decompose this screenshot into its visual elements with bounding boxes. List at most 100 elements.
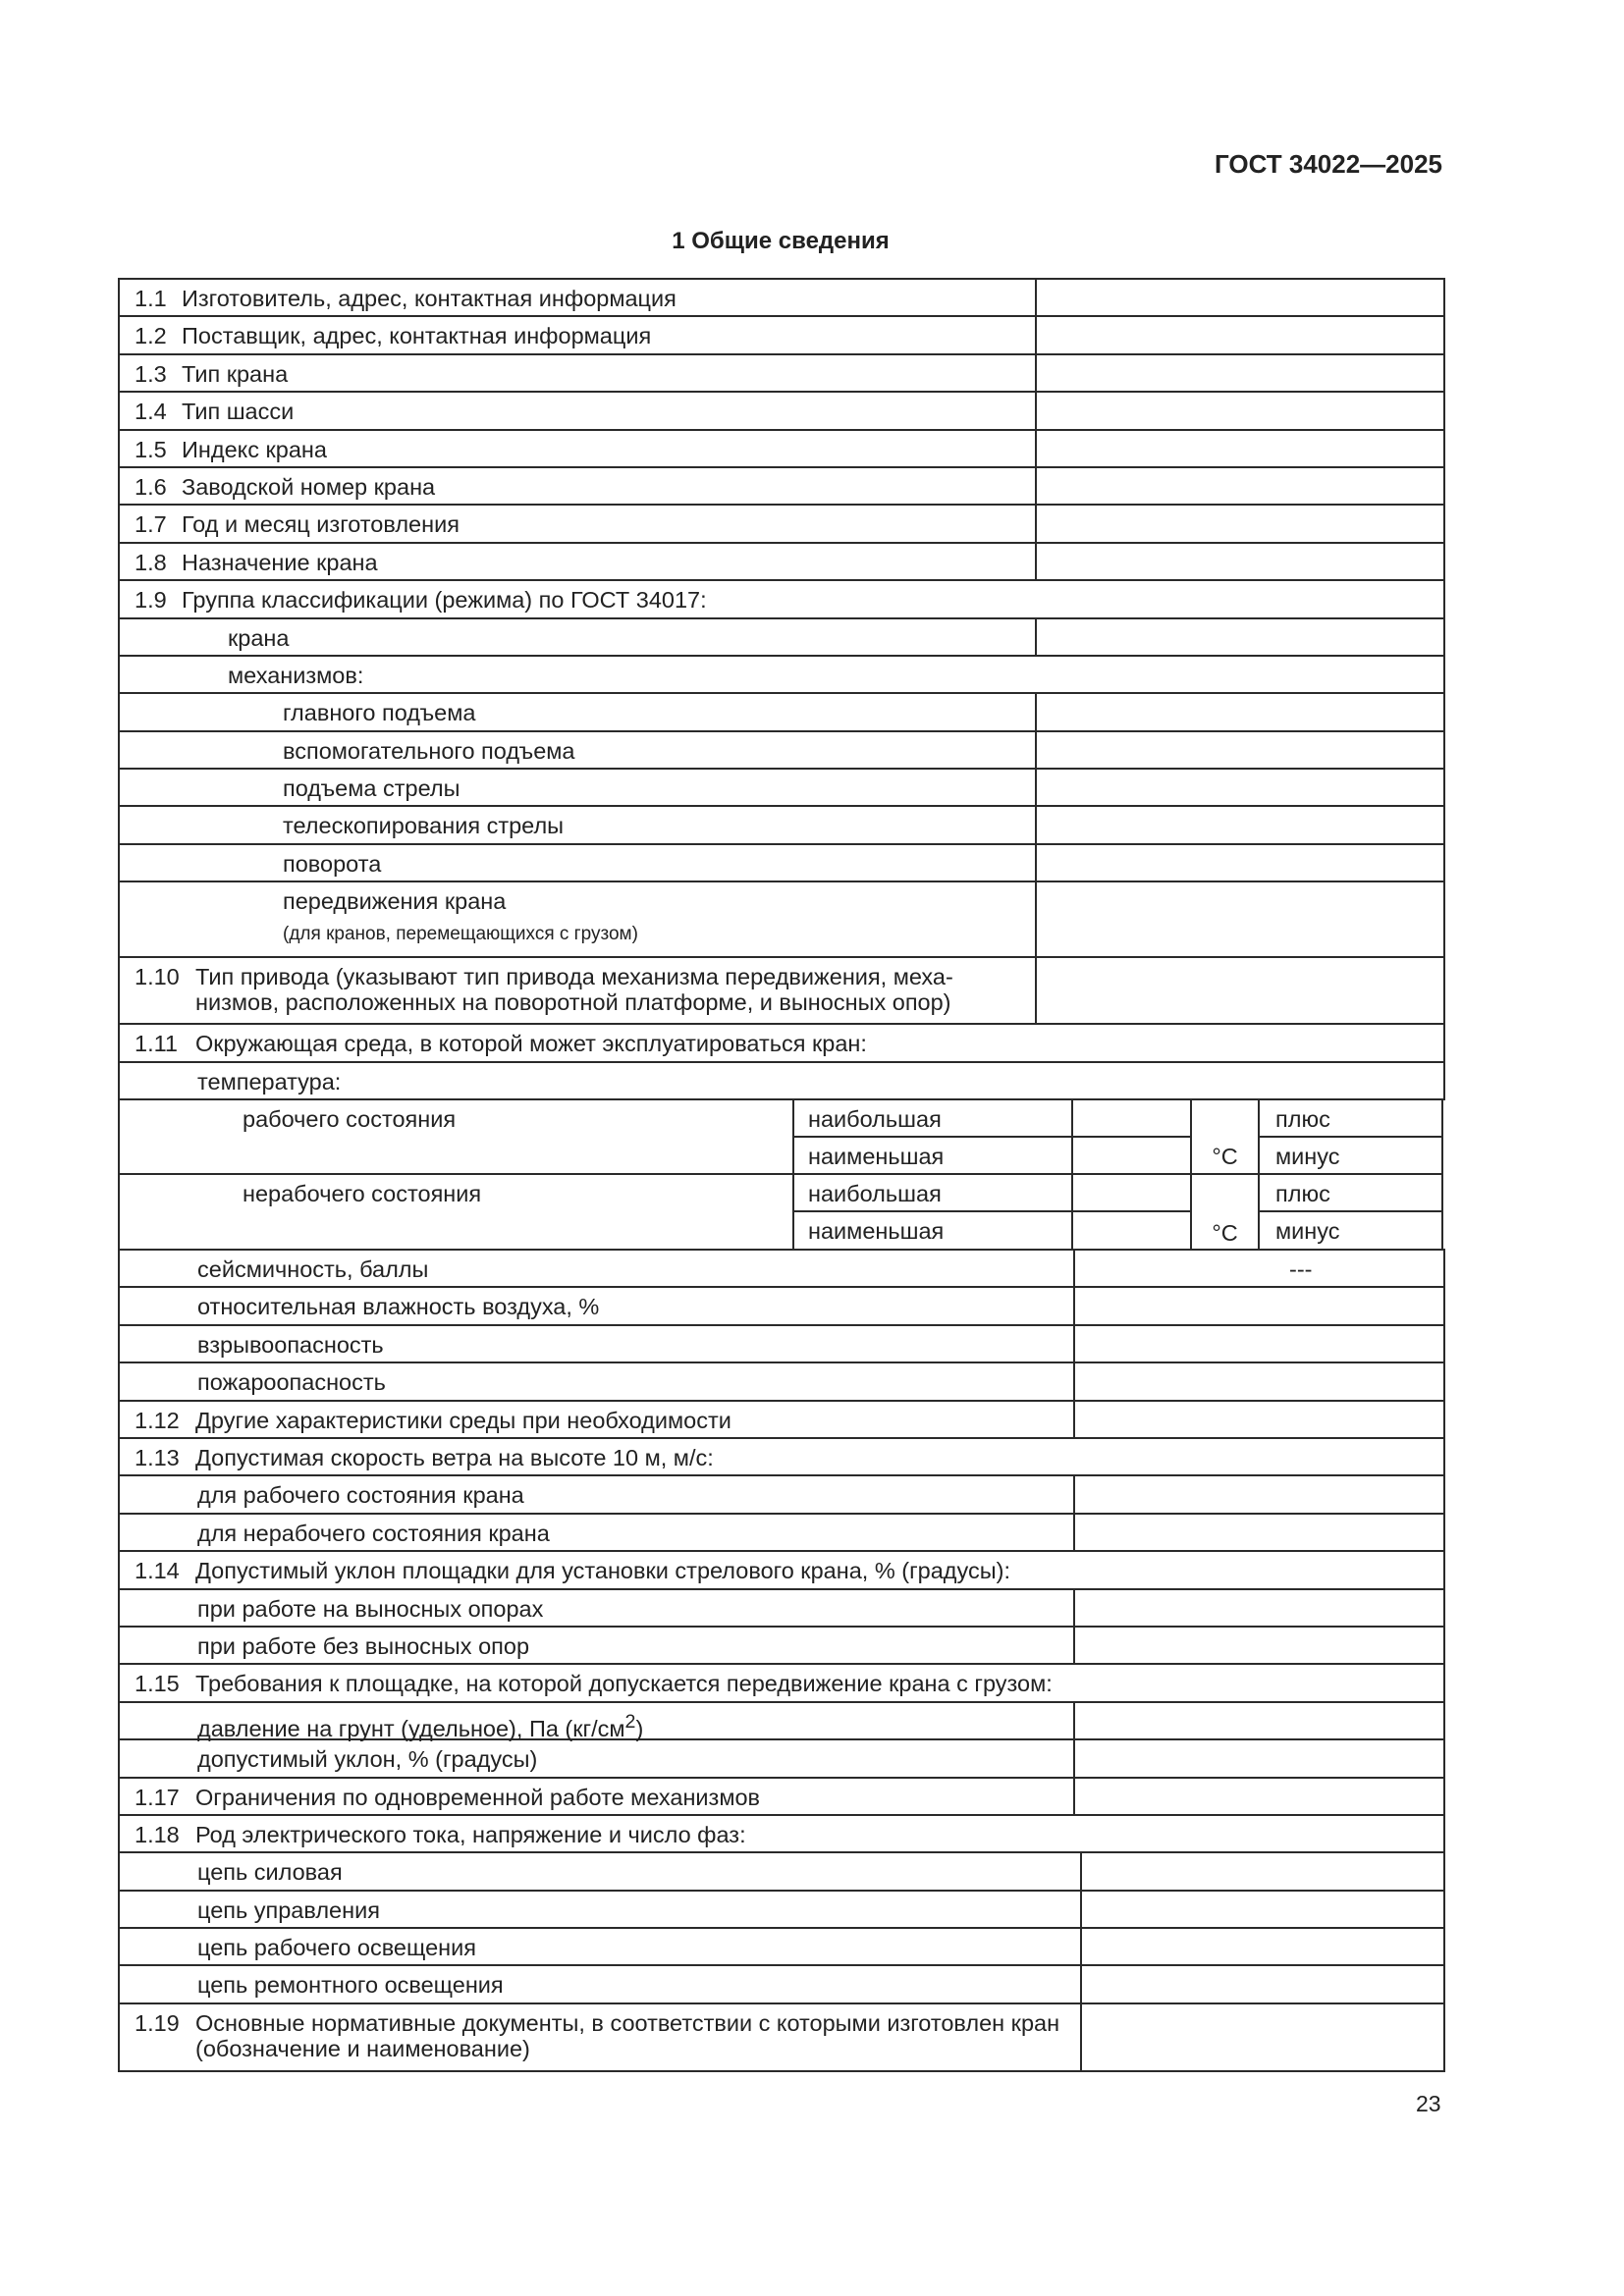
table-row: крана — [120, 618, 1445, 657]
value-cell[interactable] — [1037, 317, 1445, 353]
temperature-value-cell[interactable] — [1073, 1138, 1192, 1176]
value-cell[interactable] — [1082, 2003, 1445, 2070]
item-number: 1.11 — [135, 1031, 178, 1057]
table-row: 1.19 Основные нормативные документы, в со… — [120, 2003, 1445, 2072]
table-row: относительная влажность воздуха, % — [120, 1288, 1445, 1326]
value-cell[interactable] — [1082, 1853, 1445, 1890]
value-cell[interactable] — [1037, 506, 1445, 542]
item-label: Ограничения по одновременной работе меха… — [195, 1785, 1073, 1810]
item-label: цепь ремонтного освещения — [197, 1972, 1080, 1998]
table-row: 1.12 Другие характеристики среды при необ… — [120, 1401, 1445, 1439]
value-cell[interactable] — [1037, 844, 1445, 881]
label-cell: цепь силовая — [120, 1853, 1082, 1890]
value-cell[interactable] — [1082, 1966, 1445, 2002]
value-cell[interactable] — [1075, 1740, 1445, 1777]
value-cell[interactable] — [1075, 1476, 1445, 1513]
superscript: 2 — [624, 1710, 636, 1733]
label-cell: при работе без выносных опор — [120, 1627, 1075, 1664]
item-label: температура: — [197, 1069, 1443, 1095]
item-text: относительная влажность воздуха, % — [197, 1294, 600, 1320]
temperature-group: нерабочего состояния наибольшая плюс наимен… — [120, 1175, 1445, 1251]
value-cell[interactable] — [1037, 430, 1445, 466]
item-number: 1.13 — [135, 1444, 180, 1470]
value-cell[interactable] — [1037, 618, 1445, 655]
value-cell[interactable] — [1037, 543, 1445, 580]
item-label: вспомогательного подъема — [283, 738, 1035, 764]
item-label: Изготовитель, адрес, контактная информац… — [182, 286, 1035, 311]
label-cell: сейсмичность, баллы — [120, 1251, 1075, 1287]
limit-label: наибольшая — [794, 1175, 1073, 1213]
value-cell[interactable] — [1037, 467, 1445, 505]
item-text: Изготовитель, адрес, контактная информац… — [182, 286, 677, 311]
item-text: Группа классификации (режима) по ГОСТ 34… — [182, 587, 707, 614]
table-row: 1.11 Окружающая среда, в которой может эк… — [120, 1025, 1445, 1063]
value-cell[interactable] — [1037, 882, 1445, 957]
value-cell[interactable] — [1075, 1363, 1445, 1400]
item-text: Допустимая скорость ветра на высоте 10 м… — [195, 1444, 714, 1470]
item-number: 1.4 — [135, 399, 167, 425]
item-text: допустимый уклон, % (градусы) — [197, 1746, 538, 1773]
value-cell[interactable] — [1037, 393, 1445, 429]
value-cell[interactable] — [1075, 1589, 1445, 1626]
item-text-tail: ) — [635, 1715, 644, 1741]
temperature-value-cell[interactable] — [1073, 1100, 1192, 1139]
value-cell[interactable] — [1075, 1325, 1445, 1362]
temperature-value-cell[interactable] — [1073, 1175, 1192, 1213]
label-cell: температура: — [120, 1062, 1445, 1099]
label-cell: для рабочего состояния крана — [120, 1476, 1075, 1513]
value-cell[interactable] — [1075, 1401, 1445, 1437]
value-cell[interactable] — [1075, 1702, 1445, 1739]
item-text: Заводской номер крана — [182, 473, 436, 500]
value-cell[interactable] — [1075, 1514, 1445, 1551]
value-cell[interactable] — [1037, 770, 1445, 806]
item-text: для рабочего состояния крана — [197, 1482, 524, 1509]
value-cell[interactable] — [1037, 807, 1445, 843]
item-number: 1.15 — [135, 1671, 180, 1697]
value-cell[interactable]: --- — [1075, 1251, 1445, 1287]
item-text: Другие характеристики среды при необходи… — [195, 1407, 731, 1433]
item-number: 1.14 — [135, 1558, 180, 1584]
item-text: подъема стрелы — [283, 775, 460, 802]
item-label: Назначение крана — [182, 550, 1035, 575]
label-cell: 1.13 Допустимая скорость ветра на высоте … — [120, 1438, 1445, 1475]
item-label: поворота — [283, 851, 1035, 877]
item-label: для нерабочего состояния крана — [197, 1521, 1073, 1546]
item-label: передвижения крана — [283, 888, 1035, 914]
item-number: 1.5 — [135, 436, 167, 462]
item-number: 1.19 — [135, 2009, 180, 2036]
item-number: 1.18 — [135, 1821, 180, 1847]
item-text: механизмов: — [228, 662, 364, 688]
item-label: Тип привода (указывают тип привода механ… — [195, 964, 1035, 1015]
temperature-value-cell[interactable] — [1073, 1212, 1192, 1251]
table-row: 1.8 Назначение крана — [120, 543, 1445, 582]
item-label: цепь управления — [197, 1897, 1080, 1923]
label-cell: при работе на выносных опорах — [120, 1589, 1075, 1626]
label-cell: 1.3 Тип крана — [120, 354, 1037, 392]
table-row: 1.14 Допустимый уклон площадки для устано… — [120, 1552, 1445, 1590]
table-row: поворота — [120, 844, 1445, 883]
table-row: для рабочего состояния крана — [120, 1476, 1445, 1515]
unit-label: °C — [1192, 1175, 1260, 1251]
limit-label: наибольшая — [794, 1100, 1073, 1139]
value-cell[interactable] — [1082, 1929, 1445, 1965]
item-label: Основные нормативные документы, в соотве… — [195, 2010, 1080, 2061]
item-number: 1.17 — [135, 1784, 180, 1810]
value-cell[interactable] — [1075, 1627, 1445, 1664]
value-cell[interactable] — [1037, 694, 1445, 730]
item-text: цепь силовая — [197, 1859, 343, 1886]
value-cell[interactable] — [1082, 1891, 1445, 1928]
item-label: цепь силовая — [197, 1859, 1080, 1885]
item-text: сейсмичность, баллы — [197, 1256, 429, 1283]
value-cell[interactable] — [1037, 958, 1445, 1024]
value-cell[interactable] — [1037, 280, 1445, 316]
value-cell[interactable] — [1037, 354, 1445, 392]
table-row: 1.17 Ограничения по одновременной работе … — [120, 1778, 1445, 1816]
table-row: 1.3 Тип крана — [120, 354, 1445, 394]
value-cell[interactable] — [1075, 1288, 1445, 1324]
label-cell: 1.15 Требования к площадке, на которой до… — [120, 1665, 1445, 1701]
value-cell[interactable] — [1075, 1778, 1445, 1814]
table-row: взрывоопасность — [120, 1325, 1445, 1364]
table-row: допустимый уклон, % (градусы) — [120, 1740, 1445, 1779]
item-text: Тип привода (указывают тип привода механ… — [195, 964, 953, 1016]
value-cell[interactable] — [1037, 731, 1445, 769]
